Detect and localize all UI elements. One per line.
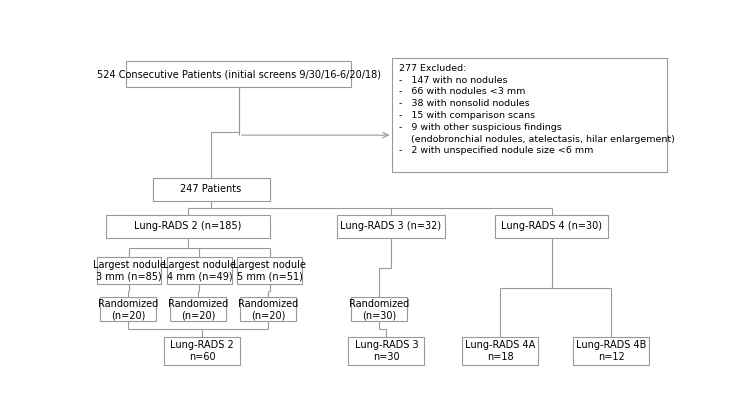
Text: Randomized
(n=20): Randomized (n=20) bbox=[168, 299, 228, 320]
FancyBboxPatch shape bbox=[495, 215, 608, 238]
Text: Lung-RADS 3
n=30: Lung-RADS 3 n=30 bbox=[354, 340, 418, 362]
Text: Lung-RADS 3 (n=32): Lung-RADS 3 (n=32) bbox=[340, 221, 441, 231]
FancyBboxPatch shape bbox=[106, 215, 270, 238]
FancyBboxPatch shape bbox=[573, 337, 649, 365]
FancyBboxPatch shape bbox=[348, 337, 425, 365]
Text: 247 Patients: 247 Patients bbox=[180, 184, 242, 194]
Text: Lung-RADS 4 (n=30): Lung-RADS 4 (n=30) bbox=[501, 221, 602, 231]
FancyBboxPatch shape bbox=[152, 178, 270, 201]
FancyBboxPatch shape bbox=[351, 297, 407, 322]
Text: Lung-RADS 4A
n=18: Lung-RADS 4A n=18 bbox=[465, 340, 535, 362]
Text: 524 Consecutive Patients (initial screens 9/30/16-6/20/18): 524 Consecutive Patients (initial screen… bbox=[97, 69, 381, 79]
Text: 277 Excluded:
-   147 with no nodules
-   66 with nodules <3 mm
-   38 with nons: 277 Excluded: - 147 with no nodules - 66… bbox=[400, 64, 675, 156]
FancyBboxPatch shape bbox=[462, 337, 538, 365]
Text: Randomized
(n=20): Randomized (n=20) bbox=[98, 299, 158, 320]
Text: Lung-RADS 4B
n=12: Lung-RADS 4B n=12 bbox=[576, 340, 647, 362]
Text: Randomized
(n=20): Randomized (n=20) bbox=[238, 299, 299, 320]
FancyBboxPatch shape bbox=[392, 58, 667, 172]
FancyBboxPatch shape bbox=[170, 297, 225, 322]
Text: Largest nodule
4 mm (n=49): Largest nodule 4 mm (n=49) bbox=[163, 260, 236, 281]
Text: Largest nodule
5 mm (n=51): Largest nodule 5 mm (n=51) bbox=[233, 260, 306, 281]
Text: Lung-RADS 2
n=60: Lung-RADS 2 n=60 bbox=[170, 340, 234, 362]
FancyBboxPatch shape bbox=[238, 257, 302, 284]
FancyBboxPatch shape bbox=[241, 297, 296, 322]
FancyBboxPatch shape bbox=[127, 61, 351, 87]
FancyBboxPatch shape bbox=[164, 337, 241, 365]
FancyBboxPatch shape bbox=[167, 257, 231, 284]
Text: Lung-RADS 2 (n=185): Lung-RADS 2 (n=185) bbox=[134, 221, 241, 231]
FancyBboxPatch shape bbox=[97, 257, 161, 284]
Text: Largest nodule
3 mm (n=85): Largest nodule 3 mm (n=85) bbox=[93, 260, 166, 281]
FancyBboxPatch shape bbox=[100, 297, 155, 322]
Text: Randomized
(n=30): Randomized (n=30) bbox=[349, 299, 409, 320]
FancyBboxPatch shape bbox=[337, 215, 445, 238]
